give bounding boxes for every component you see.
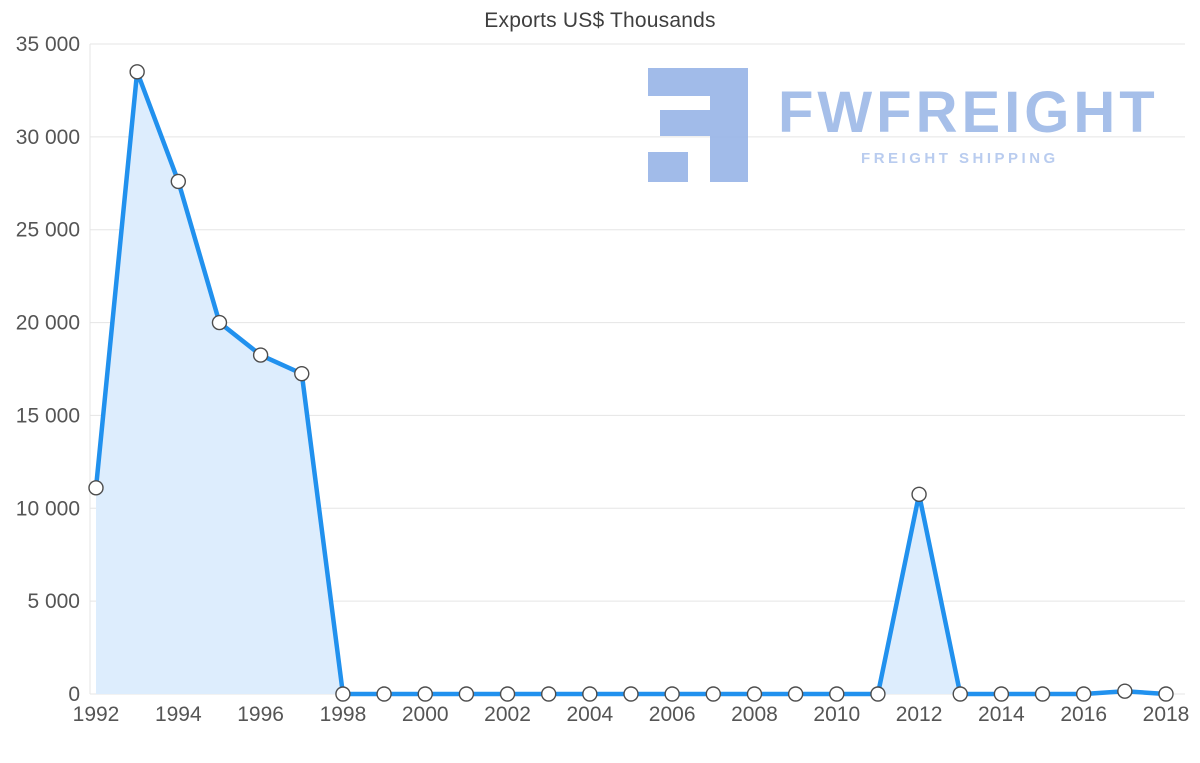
data-point-marker (170, 173, 187, 190)
data-point-marker (705, 686, 722, 702)
x-tick-label: 1992 (73, 703, 120, 726)
x-tick-label: 2016 (1060, 703, 1107, 726)
x-tick-label: 1994 (155, 703, 202, 726)
y-tick-label: 25 000 (16, 219, 80, 242)
data-point-marker (664, 686, 680, 702)
data-point-marker (952, 686, 968, 702)
x-tick-label: 2012 (896, 703, 943, 726)
x-tick-label: 2010 (813, 703, 860, 726)
area-fill (96, 71, 1166, 695)
x-tick-label: 2004 (566, 703, 613, 726)
x-tick-label: 1998 (320, 703, 367, 726)
chart-title: Exports US$ Thousands (484, 9, 716, 32)
data-point-marker (252, 347, 269, 363)
x-tick-label: 2000 (402, 703, 449, 726)
y-tick-label: 10 000 (16, 497, 80, 520)
data-point-marker (870, 686, 886, 702)
x-tick-label: 2018 (1143, 703, 1190, 726)
data-point-marker (211, 314, 228, 331)
data-point-marker (1117, 683, 1133, 699)
y-tick-label: 20 000 (16, 312, 80, 335)
data-point-marker (787, 686, 804, 702)
data-point-marker (417, 686, 433, 702)
data-point-marker (335, 686, 351, 702)
data-point-marker (911, 486, 927, 503)
data-point-marker (129, 64, 145, 80)
x-tick-label: 2002 (484, 703, 531, 726)
data-point-marker (376, 686, 392, 702)
x-tick-label: 2008 (731, 703, 778, 726)
data-point-marker (1034, 686, 1051, 702)
data-point-marker (499, 686, 516, 702)
y-tick-label: 15 000 (16, 404, 80, 427)
data-point-marker (829, 686, 845, 702)
data-point-marker (993, 686, 1010, 702)
y-tick-label: 0 (68, 683, 80, 706)
data-point-marker (540, 686, 557, 702)
data-point-marker (582, 686, 598, 702)
y-tick-label: 35 000 (16, 33, 80, 56)
data-point-marker (746, 686, 763, 702)
x-tick-label: 2014 (978, 703, 1025, 726)
data-point-marker (458, 686, 475, 702)
data-point-marker (1158, 686, 1174, 702)
data-point-marker (1075, 686, 1092, 702)
data-point-marker (88, 480, 104, 496)
y-tick-label: 5 000 (27, 590, 80, 613)
x-tick-label: 2006 (649, 703, 696, 726)
x-tick-label: 1996 (237, 703, 284, 726)
y-tick-label: 30 000 (16, 126, 80, 149)
data-point-marker (623, 686, 639, 702)
data-point-marker (294, 365, 310, 382)
